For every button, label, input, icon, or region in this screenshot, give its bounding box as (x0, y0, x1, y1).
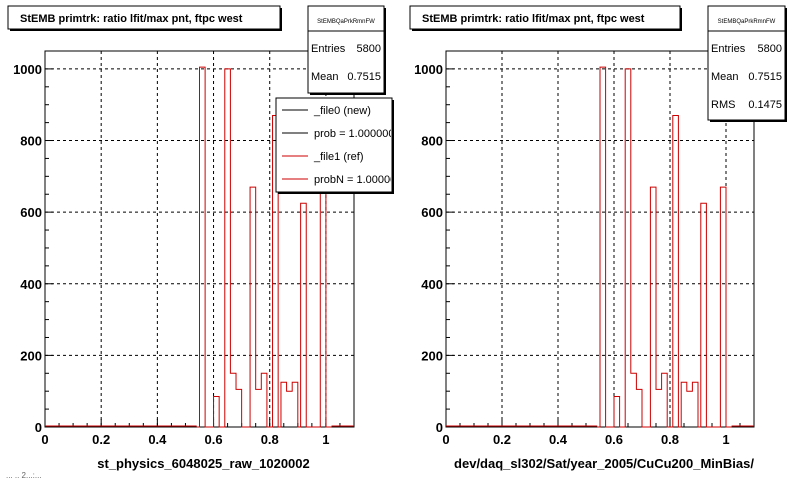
legend-box (275, 97, 393, 193)
legend-entry-label: _file1 (ref) (313, 151, 364, 163)
histogram-bar (673, 115, 679, 427)
stats-value: 0.7515 (347, 71, 381, 83)
histogram-bar (681, 382, 687, 427)
y-tick-label: 200 (20, 348, 42, 363)
title-box (409, 5, 681, 30)
histogram-bar (600, 67, 606, 427)
histogram-bar (636, 389, 642, 427)
y-tick-label: 600 (421, 205, 443, 220)
histogram-bar (250, 187, 256, 427)
legend-entry-label: _file0 (new) (313, 105, 371, 117)
histogram-bar (320, 187, 326, 427)
x-tick-label: 0 (41, 432, 48, 447)
y-tick-label: 800 (20, 134, 42, 149)
stats-box (707, 5, 786, 121)
histogram-series (196, 66, 332, 428)
histogram-bar (200, 67, 206, 427)
legend-entry-label: probN = 1.000000 (314, 174, 402, 186)
histogram-bar (261, 373, 267, 427)
stats-name: StEMBQaPrkRmnFW (718, 19, 776, 25)
histogram-bar (230, 373, 236, 427)
histogram-bar (281, 382, 287, 427)
histogram-bar (236, 389, 242, 427)
y-tick-label: 0 (436, 420, 443, 435)
x-tick-label: 1 (722, 432, 729, 447)
x-axis-label: dev/daq_sl302/Sat/year_2005/CuCu200_MinB… (454, 456, 754, 471)
chart-title: StEMB primtrk: ratio lfit/max pnt, ftpc … (422, 13, 645, 25)
histogram-bar (214, 397, 220, 427)
stats-label: Mean (711, 71, 739, 83)
x-tick-label: 1 (322, 432, 329, 447)
y-tick-label: 400 (421, 277, 443, 292)
title-box (7, 5, 281, 30)
x-tick-label: 0.6 (205, 432, 223, 447)
stats-name: StEMBQaPrkRmnFW (317, 19, 375, 25)
histogram-bar (631, 373, 637, 427)
stats-value: 5800 (758, 43, 782, 55)
chart-title: StEMB primtrk: ratio lfit/max pnt, ftpc … (20, 13, 243, 25)
stats-value: 0.1475 (748, 99, 782, 111)
histogram-bar (687, 391, 693, 427)
y-tick-label: 0 (35, 420, 42, 435)
histogram-series (597, 66, 732, 428)
y-tick-label: 200 (421, 348, 443, 363)
histogram-bar (292, 382, 298, 427)
stats-label: Entries (711, 43, 746, 55)
histogram-bar (625, 69, 631, 427)
corner-timestamp: ... .. 2...:... (6, 471, 42, 480)
stats-label: Mean (311, 71, 339, 83)
x-tick-label: 0.8 (661, 432, 679, 447)
x-axis-label: st_physics_6048025_raw_1020002 (97, 456, 310, 471)
histogram-bar (662, 373, 668, 427)
stats-value: 0.7515 (748, 71, 782, 83)
stats-value: 5800 (357, 43, 381, 55)
histogram-bar (225, 69, 231, 427)
y-tick-label: 400 (20, 277, 42, 292)
histogram-bar (650, 187, 656, 427)
x-tick-label: 0 (442, 432, 449, 447)
x-tick-label: 0.4 (549, 432, 568, 447)
histogram-bar (614, 397, 620, 427)
x-tick-label: 0.4 (148, 432, 167, 447)
y-tick-label: 800 (421, 134, 443, 149)
y-tick-label: 1000 (13, 62, 42, 77)
histogram-bar (720, 187, 726, 427)
histogram-bar (701, 203, 707, 427)
stats-label: RMS (711, 99, 735, 111)
histogram-bar (656, 389, 662, 427)
histogram-bar (692, 382, 698, 427)
stats-label: Entries (311, 43, 346, 55)
x-tick-label: 0.8 (261, 432, 279, 447)
x-tick-label: 0.2 (493, 432, 511, 447)
y-tick-label: 1000 (414, 62, 443, 77)
legend-entry-label: prob = 1.000000 (314, 128, 394, 140)
histogram-bar (287, 391, 293, 427)
stats-box (307, 5, 385, 94)
histogram-bar (301, 203, 307, 427)
histogram-bar (256, 389, 262, 427)
x-tick-label: 0.2 (92, 432, 110, 447)
x-tick-label: 0.6 (605, 432, 623, 447)
y-tick-label: 600 (20, 205, 42, 220)
